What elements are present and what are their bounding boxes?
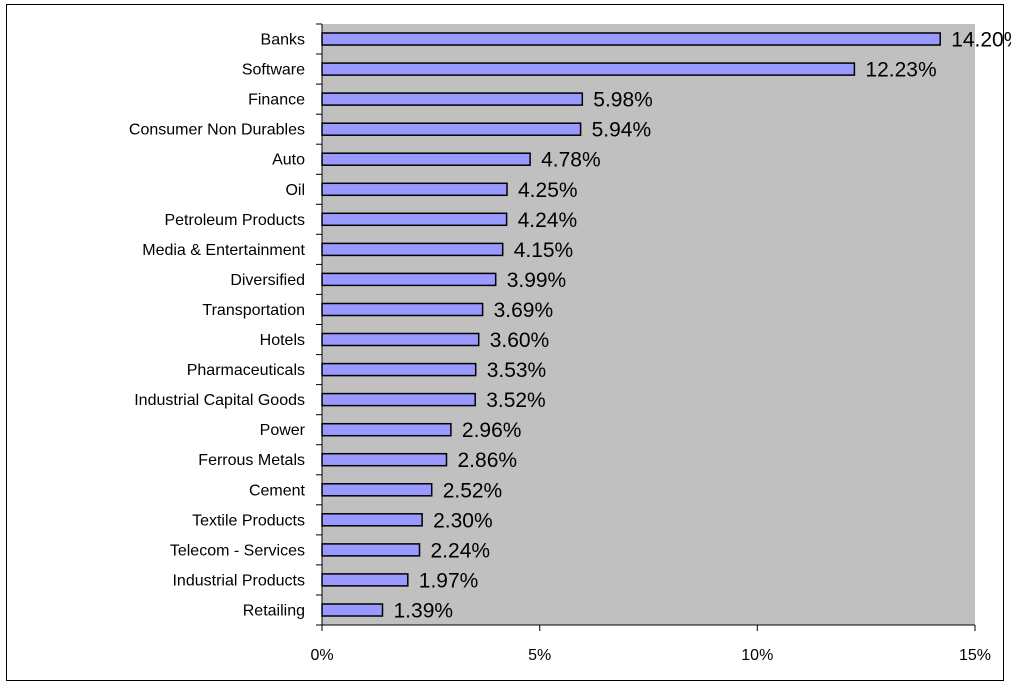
- bar: [321, 92, 584, 106]
- data-label: 5.98%: [593, 89, 653, 112]
- data-label: 2.86%: [458, 449, 518, 472]
- data-label: 4.25%: [518, 179, 578, 202]
- data-label: 2.96%: [462, 419, 522, 442]
- data-label: 4.78%: [541, 149, 601, 172]
- bar: [321, 242, 504, 257]
- data-label: 3.52%: [486, 389, 546, 412]
- bar: [321, 573, 409, 587]
- data-label: 3.60%: [490, 329, 550, 352]
- bar: [321, 62, 856, 76]
- category-label: Software: [242, 62, 305, 79]
- category-label: Retailing: [243, 603, 305, 620]
- bar: [321, 422, 452, 437]
- category-label: Petroleum Products: [164, 212, 305, 229]
- data-label: 3.53%: [487, 359, 547, 382]
- bars-group: [321, 32, 941, 617]
- bar: [321, 362, 477, 377]
- bar: [321, 32, 941, 46]
- data-label: 2.24%: [431, 539, 491, 562]
- category-label: Ferrous Metals: [198, 452, 305, 469]
- data-labels-group: 14.20% 12.23% 5.98% 5.94% 4.78% 4.25% 4.24% 4.1…: [394, 29, 1011, 623]
- data-label: 14.20%: [951, 29, 1011, 52]
- x-tick-label: 5%: [528, 647, 551, 664]
- category-label: Oil: [285, 182, 305, 199]
- bar: [321, 392, 476, 407]
- bar: [321, 212, 508, 227]
- plot-area: [322, 24, 975, 625]
- x-tick-label: 10%: [741, 647, 773, 664]
- axes-group: 0% 5% 10% 15%: [310, 23, 991, 664]
- bar: [321, 543, 421, 557]
- category-label: Industrial Products: [172, 572, 305, 589]
- category-label: Hotels: [260, 332, 305, 349]
- category-label: Banks: [261, 32, 305, 49]
- bar: [321, 603, 384, 617]
- data-label: 2.52%: [443, 479, 503, 502]
- data-label: 3.69%: [494, 299, 554, 322]
- category-label: Diversified: [230, 272, 305, 289]
- category-label: Pharmaceuticals: [187, 362, 305, 379]
- bar: [321, 152, 531, 166]
- bar: [321, 302, 484, 317]
- data-label: 4.24%: [518, 209, 578, 232]
- category-label: Transportation: [202, 302, 305, 319]
- data-label: 1.39%: [394, 600, 454, 623]
- category-label: Media & Entertainment: [142, 242, 305, 259]
- bar: [321, 122, 582, 136]
- category-label: Power: [260, 422, 306, 439]
- bar: [321, 272, 497, 287]
- data-label: 3.99%: [507, 269, 567, 292]
- data-label: 4.15%: [514, 239, 574, 262]
- bar: [321, 182, 508, 197]
- category-label: Telecom - Services: [170, 542, 305, 559]
- data-label: 12.23%: [865, 59, 936, 82]
- category-label: Industrial Capital Goods: [134, 392, 305, 409]
- category-label: Finance: [248, 92, 305, 109]
- data-label: 2.30%: [433, 509, 493, 532]
- category-label: Textile Products: [192, 512, 305, 529]
- data-label: 5.94%: [592, 119, 652, 142]
- x-tick-label: 15%: [959, 647, 991, 664]
- category-labels-group: Banks Software Finance Consumer Non Durable…: [129, 32, 306, 620]
- bar: [321, 332, 480, 347]
- bar: [321, 513, 423, 527]
- bar: [321, 452, 448, 467]
- category-label: Consumer Non Durables: [129, 122, 305, 139]
- category-label: Cement: [249, 482, 306, 499]
- bar: [321, 483, 433, 497]
- x-tick-label: 0%: [310, 647, 333, 664]
- category-label: Auto: [272, 152, 305, 169]
- data-label: 1.97%: [419, 569, 479, 592]
